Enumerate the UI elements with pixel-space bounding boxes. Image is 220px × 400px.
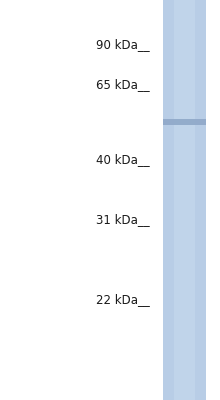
Bar — [163, 119, 206, 125]
Text: 90 kDa__: 90 kDa__ — [96, 38, 150, 52]
Text: 40 kDa__: 40 kDa__ — [96, 154, 150, 166]
Bar — [174, 0, 195, 400]
Text: 31 kDa__: 31 kDa__ — [96, 214, 150, 226]
Bar — [163, 0, 206, 400]
Text: 22 kDa__: 22 kDa__ — [96, 294, 150, 306]
Text: 65 kDa__: 65 kDa__ — [96, 78, 150, 92]
